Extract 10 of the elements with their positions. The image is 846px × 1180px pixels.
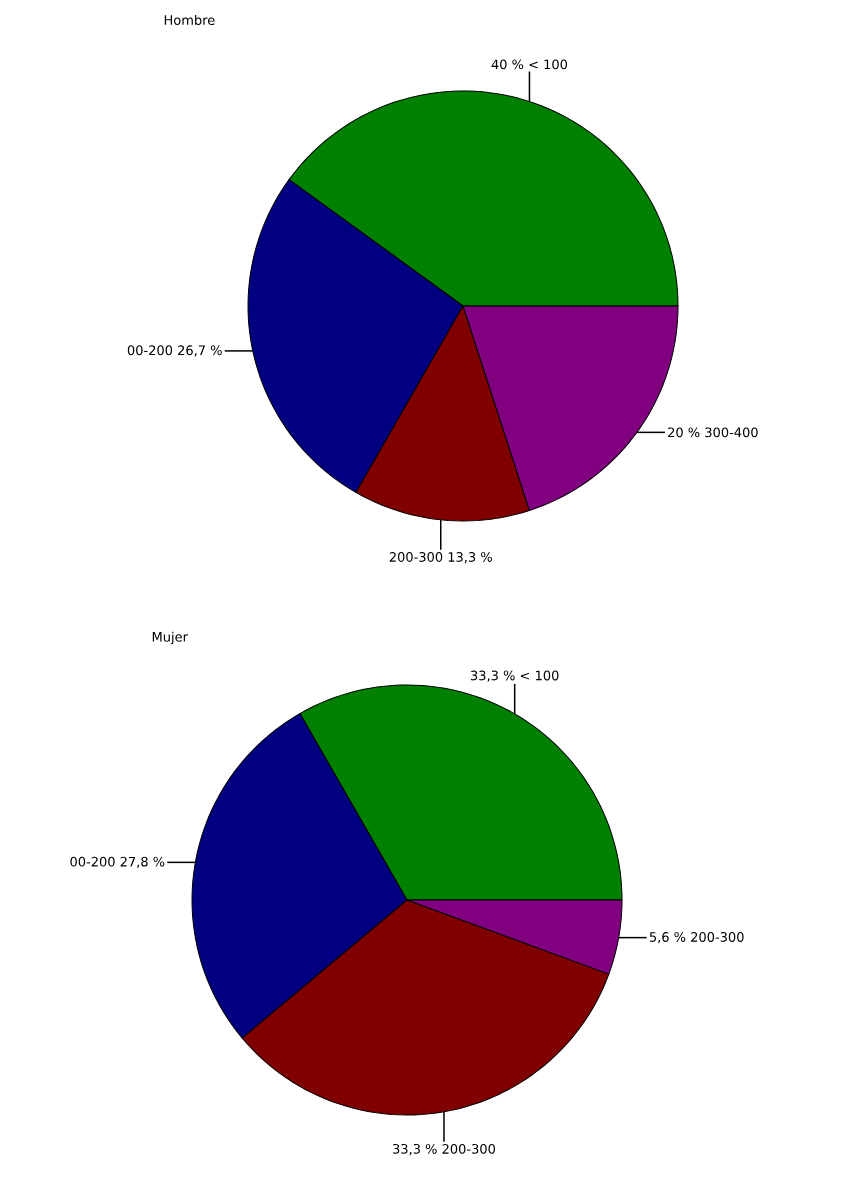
slice-label: 33,3 % < 100 xyxy=(470,670,559,682)
slice-label: 20 % 300-400 xyxy=(668,427,758,438)
slice-label: 5,6 % 200-300 xyxy=(649,932,744,944)
chart-title: Hombre xyxy=(164,14,215,26)
slice-label: 200-300 13,3 % xyxy=(389,552,492,564)
slice-label: 00-200 26,7 % xyxy=(127,345,222,357)
chart-title: Mujer xyxy=(152,631,188,645)
slice-label: 33,3 % 200-300 xyxy=(393,1144,495,1156)
slice-label: 40 % < 100 xyxy=(491,59,568,70)
slice-label: 00-200 27,8 % xyxy=(70,856,165,868)
